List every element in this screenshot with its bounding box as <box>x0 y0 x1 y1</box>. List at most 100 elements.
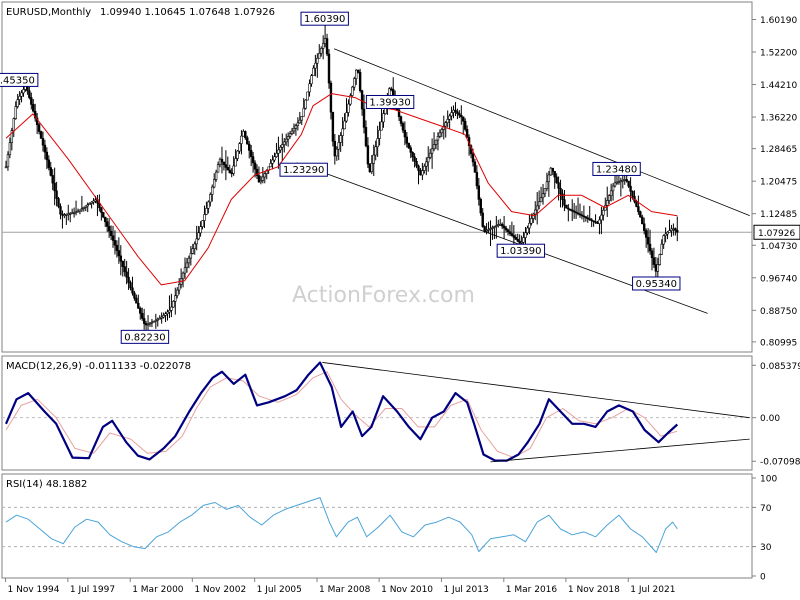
candle-body <box>141 313 144 319</box>
candle-body <box>413 156 416 162</box>
candle-body <box>590 219 593 222</box>
price-label-box <box>120 329 170 344</box>
price-label: 1.39930 <box>369 97 410 108</box>
candle-body <box>639 211 642 218</box>
candle-body <box>197 232 200 240</box>
candle-body <box>335 148 338 157</box>
candle-body <box>405 136 409 144</box>
rsi-line <box>5 497 678 553</box>
candle-body <box>450 112 453 117</box>
candle-body <box>526 227 529 234</box>
macd-axis-label: 0.00 <box>760 414 780 424</box>
candle-body <box>481 212 484 227</box>
price-label: 1.23290 <box>283 165 324 176</box>
candle-body <box>277 149 280 154</box>
candle-body <box>567 207 570 210</box>
candle-body <box>121 260 124 267</box>
candle-body <box>411 152 414 158</box>
ohlc-readout: 1.09940 1.10645 1.07648 1.07926 <box>100 7 275 18</box>
candle-body <box>137 302 140 309</box>
candle-body <box>390 88 393 91</box>
price-label-box <box>279 162 328 177</box>
candle-body <box>629 185 632 192</box>
candle-body <box>32 104 35 112</box>
candle-body <box>438 132 442 137</box>
price-axis-label: 0.88750 <box>760 307 797 317</box>
price-label: 1.23480 <box>596 164 637 175</box>
candle-body <box>61 213 64 216</box>
candle-body <box>432 144 436 150</box>
candle-body <box>662 235 665 245</box>
candle-body <box>246 137 249 145</box>
candle-body <box>609 190 613 197</box>
candle-body <box>545 181 549 189</box>
candle-body <box>427 157 430 163</box>
candle-body <box>530 218 533 224</box>
candle-body <box>271 159 274 164</box>
candle-body <box>323 38 327 44</box>
candle-body <box>374 146 377 156</box>
candle-body <box>144 323 148 326</box>
candle-body <box>222 161 226 165</box>
candle-body <box>119 255 122 262</box>
candle-body <box>174 295 177 302</box>
candle-body <box>491 227 494 229</box>
candle-body <box>495 225 498 227</box>
candle-body <box>489 228 492 230</box>
candle-body <box>283 141 286 145</box>
candle-body <box>574 211 578 214</box>
candle-body <box>475 171 479 187</box>
candle-body <box>135 297 138 304</box>
rsi-title: RSI(14) 48.1882 <box>6 479 87 490</box>
candle-body <box>263 173 266 178</box>
x-axis-label: 1 Nov 1994 <box>8 585 60 595</box>
candle-body <box>20 92 23 97</box>
candle-body <box>306 91 309 101</box>
candle-body <box>641 216 644 225</box>
candle-body <box>479 199 482 214</box>
candle-body <box>351 86 354 96</box>
candle-body <box>644 230 648 238</box>
candle-body <box>483 226 486 232</box>
candle-body <box>16 99 19 107</box>
candle-body <box>625 179 628 182</box>
candle-body <box>565 204 568 209</box>
candle-body <box>370 163 374 172</box>
candle-body <box>156 318 159 321</box>
candle-body <box>265 169 268 174</box>
candle-body <box>631 190 634 197</box>
candle-body <box>578 213 582 216</box>
candle-body <box>220 158 224 163</box>
candle-body <box>539 197 543 203</box>
price-axis-label: 0.96740 <box>760 274 797 284</box>
candle-body <box>637 206 640 212</box>
candle-body <box>304 99 307 109</box>
x-axis-label: 1 Jul 2005 <box>257 585 302 595</box>
rsi-axis-label: 30 <box>760 543 772 553</box>
candle-body <box>353 78 356 88</box>
candle-body <box>672 228 675 230</box>
candle-body <box>41 138 45 146</box>
candle-body <box>84 205 87 208</box>
candle-body <box>28 90 31 98</box>
candle-body <box>275 152 278 157</box>
macd-main-line <box>4 361 679 462</box>
candle-body <box>471 153 475 163</box>
candle-body <box>232 165 235 174</box>
candle-body <box>551 167 554 172</box>
candle-body <box>109 230 113 237</box>
candle-body <box>463 120 467 130</box>
candle-body <box>606 200 609 206</box>
candle-body <box>434 139 438 145</box>
watermark: ActionForex.com <box>292 283 475 308</box>
candle-body <box>6 154 10 168</box>
candle-body <box>47 159 51 168</box>
candle-body <box>596 222 599 224</box>
candle-body <box>674 228 677 231</box>
candle-body <box>212 179 216 188</box>
candle-body <box>131 287 134 294</box>
candle-body <box>288 133 292 137</box>
price-axis-label: 1.60190 <box>760 16 797 26</box>
candle-body <box>462 116 465 122</box>
price-label-box <box>496 243 546 258</box>
